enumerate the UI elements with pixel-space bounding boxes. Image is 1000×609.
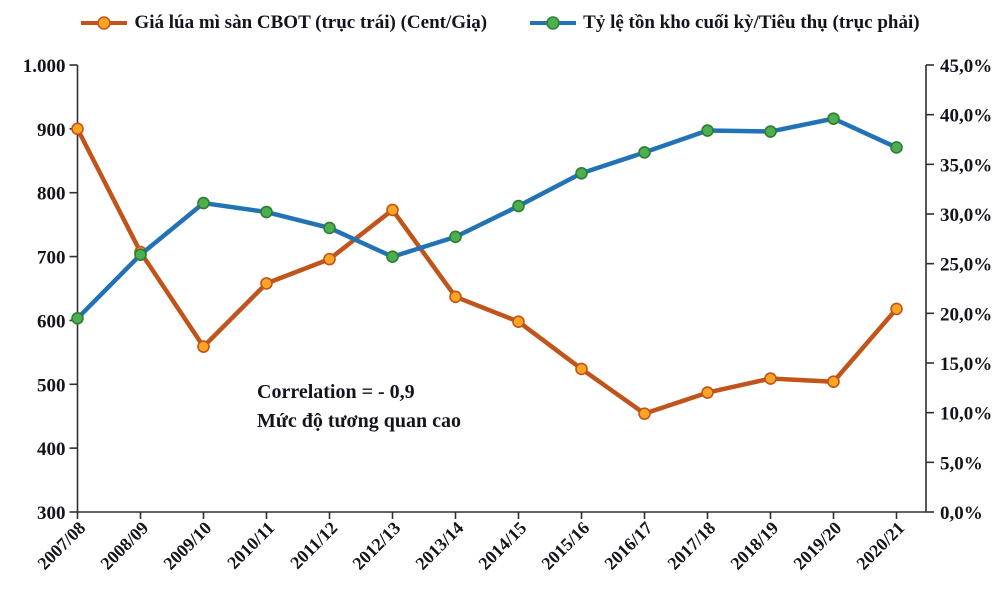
left-axis-label: 1.000 [23,56,66,77]
x-axis-label: 2017/18 [663,518,719,574]
x-axis-label: 2020/21 [852,518,908,574]
chart-legend: Giá lúa mì sàn CBOT (trục trái) (Cent/Gi… [0,12,1000,34]
stock-ratio-series-point [449,230,462,244]
left-axis-label: 900 [37,120,66,141]
left-axis-label: 500 [37,375,66,396]
correlation-note-text: Mức độ tương quan cao [257,410,461,432]
x-axis-label: 2010/11 [223,518,278,573]
price-series-line [75,126,899,416]
stock-ratio-series-point [890,141,903,154]
x-axis-label: 2018/19 [726,518,782,574]
correlation-annotation: Correlation = - 0,9 Mức độ tương quan ca… [257,378,461,436]
price-series-point [827,375,840,389]
right-axis-label: 20,0% [940,304,992,325]
price-series-point [260,277,273,290]
price-series-point [575,362,588,376]
price-series-point [764,372,777,385]
left-axis-label: 800 [37,184,66,205]
right-axis-label: 40,0% [940,106,992,127]
right-axis-label: 30,0% [940,205,992,226]
price-series-point [512,315,525,329]
price-series-point [701,386,714,399]
stock-ratio-series-point [638,146,651,159]
legend-item-cbot-price: Giá lúa mì sàn CBOT (trục trái) (Cent/Gi… [80,12,487,34]
x-axis-label: 2014/15 [474,518,530,574]
x-axis-label: 2019/20 [789,518,845,574]
x-axis-label: 2015/16 [537,518,593,574]
stock-ratio-series-point [260,205,273,219]
price-series-point [890,302,903,316]
legend-label-cbot-price: Giá lúa mì sàn CBOT (trục trái) (Cent/Gi… [134,12,488,33]
orange-line-marker-icon [81,16,128,30]
x-axis-label: 2016/17 [600,518,656,574]
stock-ratio-series-point [827,112,840,125]
price-series-point [71,122,84,136]
stock-ratio-series-point [386,250,399,264]
left-axis-label: 400 [37,439,66,460]
right-axis-label: 5,0% [940,453,983,474]
right-axis-label: 45,0% [940,56,992,77]
left-axis-label: 300 [37,503,66,524]
x-axis-label: 2008/09 [96,518,152,574]
price-series-point [386,203,399,217]
blue-line-marker-icon [530,16,577,30]
stock-ratio-series-point [134,248,147,262]
stock-ratio-series-point [197,196,210,210]
stock-ratio-series-point [512,199,525,213]
stock-ratio-series-point [71,311,84,325]
left-axis-label: 600 [37,311,66,332]
legend-item-stock-ratio: Tỷ lệ tồn kho cuối kỳ/Tiêu thụ (trục phả… [529,12,920,34]
x-axis-label: 2011/12 [286,518,341,573]
x-axis-label: 2012/13 [348,518,404,574]
price-series-point [638,407,651,420]
price-series-point [197,340,210,353]
right-axis-label: 15,0% [940,354,992,375]
right-axis-label: 35,0% [940,155,992,176]
correlation-value-text: Correlation = - 0,9 [257,381,415,403]
stock-ratio-series-point [575,166,588,180]
legend-label-stock-ratio: Tỷ lệ tồn kho cuối kỳ/Tiêu thụ (trục phả… [583,12,920,33]
price-series-point [323,252,336,266]
price-series-point [449,290,462,304]
x-axis-label: 2009/10 [159,518,215,574]
right-axis-label: 0,0% [940,503,983,524]
stock-ratio-series-point [764,125,777,138]
x-axis-label: 2007/08 [33,518,89,574]
stock-ratio-series-point [701,124,714,137]
stock-ratio-series-point [323,221,336,235]
left-axis-label: 700 [37,248,66,269]
right-axis-label: 25,0% [940,255,992,276]
right-axis-label: 10,0% [940,404,992,425]
x-axis-label: 2013/14 [411,518,467,574]
stock-ratio-series-line [75,116,899,321]
